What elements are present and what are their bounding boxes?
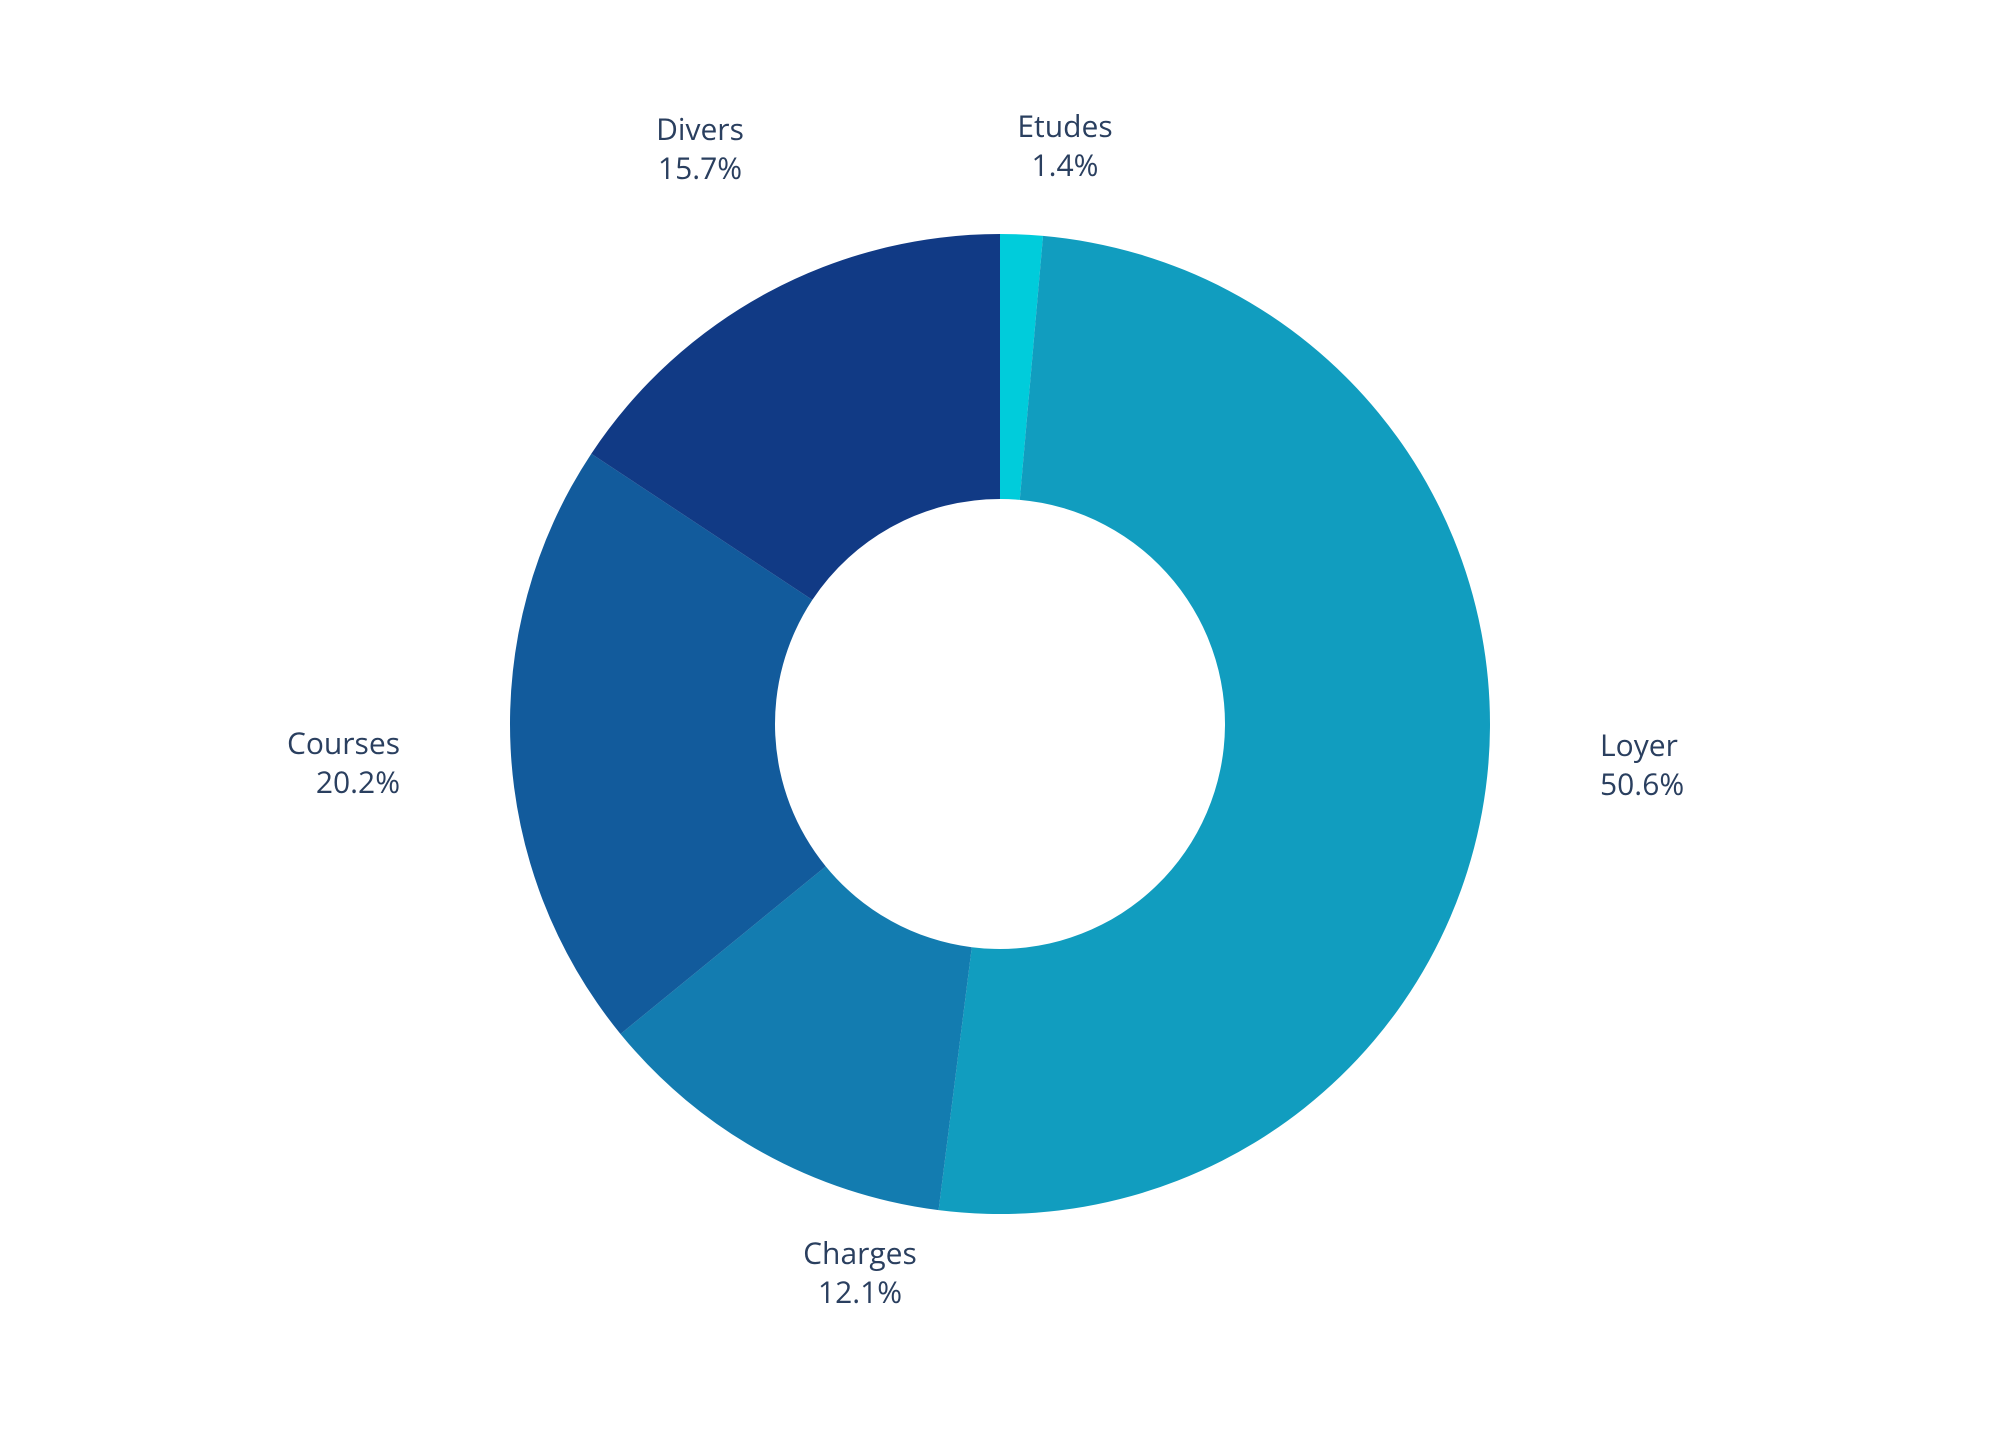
slice-label-value: 20.2% (287, 762, 400, 801)
donut-svg (490, 214, 1510, 1234)
slice-label-courses: Courses20.2% (287, 723, 400, 801)
slice-label-value: 12.1% (803, 1272, 917, 1311)
slice-label-value: 50.6% (1600, 764, 1684, 803)
donut-chart: Etudes1.4% Loyer50.6% Charges12.1% Courses2… (0, 0, 2000, 1448)
slice-label-value: 1.4% (1017, 145, 1112, 184)
slice-label-value: 15.7% (656, 148, 744, 187)
slice-label-name: Loyer (1600, 725, 1684, 764)
slice-label-charges: Charges12.1% (803, 1233, 917, 1311)
slice-label-name: Etudes (1017, 106, 1112, 145)
slice-label-name: Divers (656, 109, 744, 148)
slice-label-etudes: Etudes1.4% (1017, 106, 1112, 184)
slice-label-divers: Divers15.7% (656, 109, 744, 187)
slice-label-loyer: Loyer50.6% (1600, 725, 1684, 803)
slice-label-name: Charges (803, 1233, 917, 1272)
slice-label-name: Courses (287, 723, 400, 762)
